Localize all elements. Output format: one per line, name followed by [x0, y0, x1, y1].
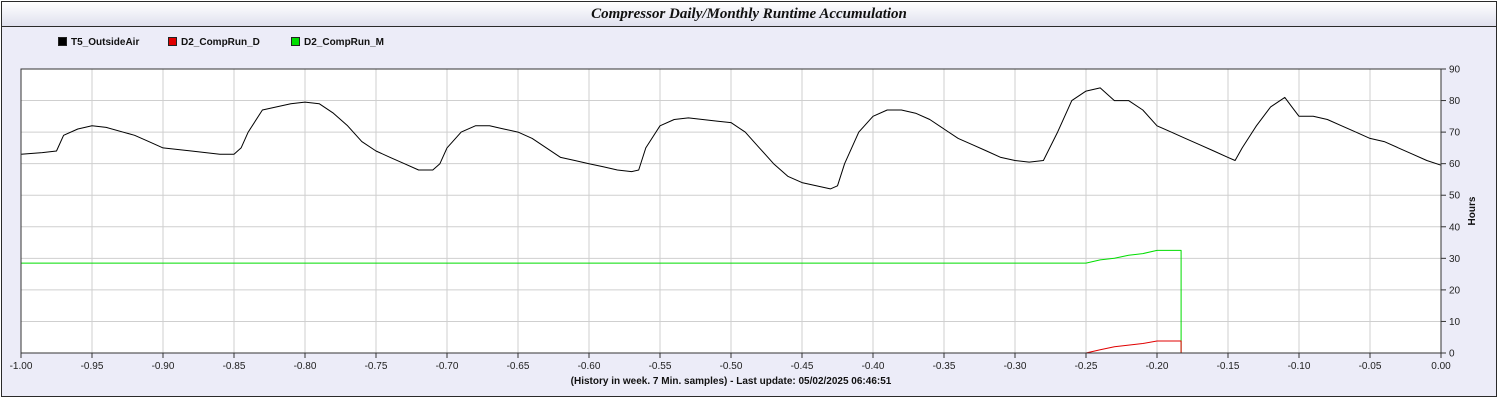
plot-border	[20, 68, 1442, 354]
series-lines	[20, 87, 1442, 354]
legend-item-comprun-d[interactable]: D2_CompRun_D	[168, 36, 260, 48]
x-tick-label: -0.40	[862, 361, 885, 372]
series-line-comprun-d	[1085, 340, 1182, 354]
grid-lines	[20, 68, 1442, 354]
y-tick-label: 60	[1449, 159, 1461, 170]
legend-item-comprun-m[interactable]: D2_CompRun_M	[291, 36, 385, 48]
y-tick-label: 50	[1449, 191, 1461, 202]
legend-swatch-comprun-m	[291, 36, 300, 46]
legend-label-outside-air: T5_OutsideAir	[71, 37, 140, 48]
legend-swatch-outside-air	[58, 36, 67, 46]
x-tick-label: -1.00	[10, 361, 33, 372]
y-tick-label: 80	[1449, 96, 1461, 107]
y-tick-label: 90	[1449, 65, 1461, 76]
x-tick-label: -0.60	[578, 361, 601, 372]
x-tick-label: -0.70	[436, 361, 459, 372]
x-tick-label: -0.90	[152, 361, 175, 372]
x-tick-label: -0.80	[294, 361, 317, 372]
x-axis: -1.00 -0.95 -0.90 -0.85 -0.80 -0.75 -0.70 -0.65…	[10, 353, 1451, 372]
y-tick-label: 20	[1449, 285, 1461, 296]
y-axis: 0 10 20 30 40 50 60 70 80 90	[1441, 65, 1461, 360]
x-tick-label: -0.10	[1288, 361, 1311, 372]
x-tick-label: -0.05	[1359, 361, 1382, 372]
legend-label-comprun-d: D2_CompRun_D	[181, 37, 260, 48]
legend-item-outside-air[interactable]: T5_OutsideAir	[58, 36, 140, 48]
x-tick-label: -0.15	[1217, 361, 1240, 372]
x-tick-label: 0.00	[1431, 361, 1451, 372]
x-tick-label: -0.35	[933, 361, 956, 372]
y-tick-label: 40	[1449, 222, 1461, 233]
legend-swatch-comprun-d	[168, 36, 177, 46]
y-tick-label: 0	[1449, 349, 1455, 360]
x-tick-label: -0.50	[720, 361, 743, 372]
x-tick-label: -0.45	[791, 361, 814, 372]
series-line-comprun-m	[21, 249, 1182, 353]
x-tick-label: -0.25	[1075, 361, 1098, 372]
x-tick-label: -0.95	[81, 361, 104, 372]
legend-label-comprun-m: D2_CompRun_M	[304, 37, 385, 48]
x-tick-label: -0.75	[365, 361, 388, 372]
title-bar: Compressor Daily/Monthly Runtime Accumul…	[1, 1, 1497, 27]
x-tick-label: -0.20	[1146, 361, 1169, 372]
y-axis-title: Hours	[1467, 196, 1478, 225]
x-tick-label: -0.85	[223, 361, 246, 372]
y-tick-label: 10	[1449, 317, 1461, 328]
x-tick-label: -0.55	[649, 361, 672, 372]
x-tick-label: -0.65	[507, 361, 530, 372]
series-line-outside-air	[20, 87, 1442, 190]
chart-title: Compressor Daily/Monthly Runtime Accumul…	[591, 6, 907, 22]
y-tick-label: 70	[1449, 128, 1461, 139]
x-tick-label: -0.30	[1004, 361, 1027, 372]
y-tick-label: 30	[1449, 254, 1461, 265]
x-axis-caption: (History in week. 7 Min. samples) - Last…	[570, 376, 892, 387]
